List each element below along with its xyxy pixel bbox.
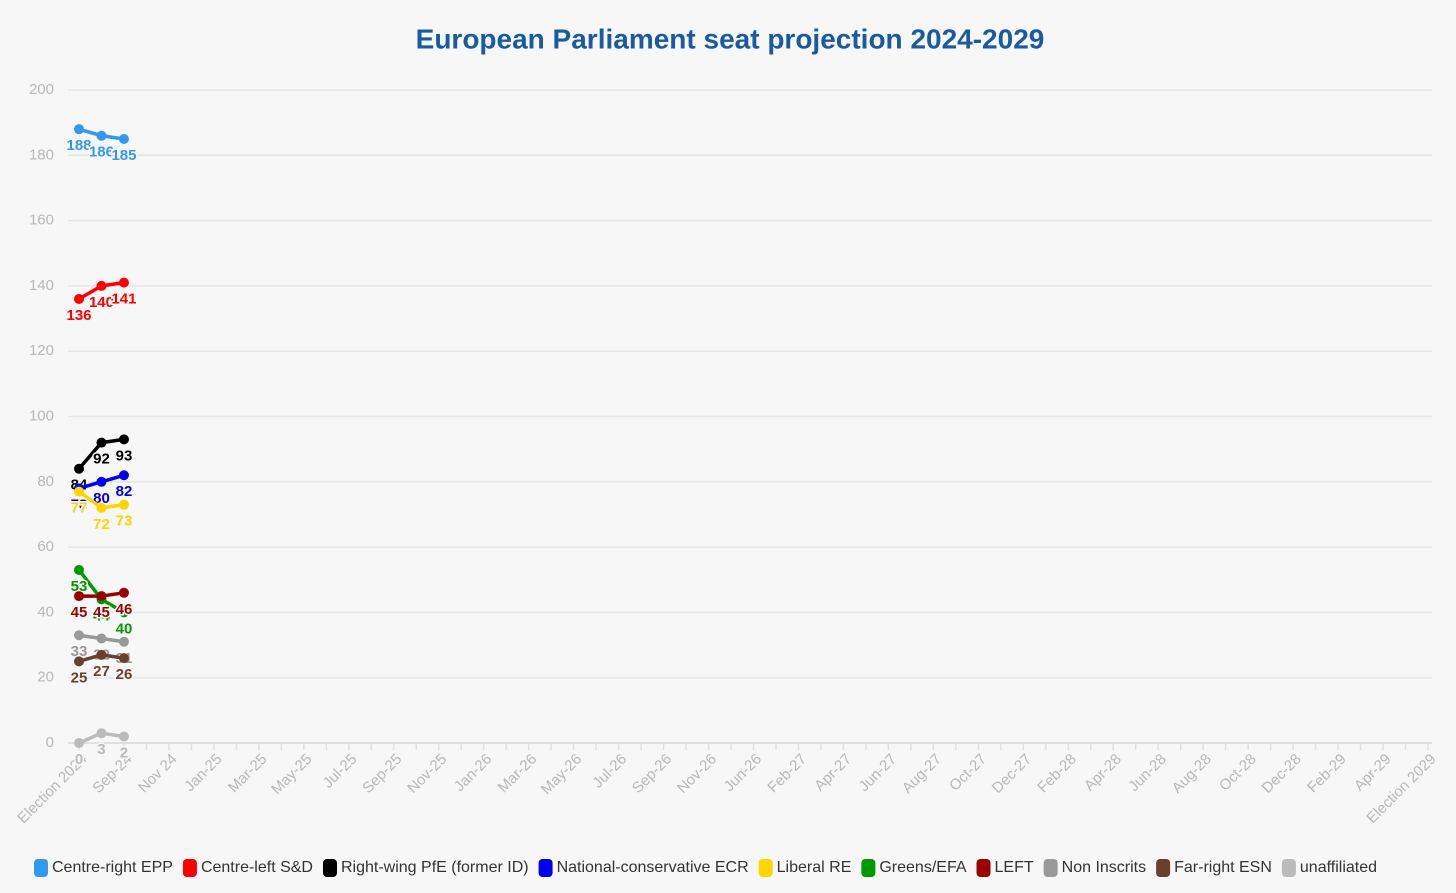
- data-label: 185: [111, 147, 136, 164]
- legend-label: Far-right ESN: [1174, 859, 1272, 876]
- data-point: [96, 649, 107, 660]
- data-point: [118, 499, 129, 510]
- y-tick-label: 40: [37, 603, 54, 620]
- legend-swatch: [34, 859, 48, 877]
- data-point: [96, 280, 107, 291]
- y-tick-label: 200: [29, 81, 54, 98]
- data-label: 141: [111, 291, 136, 308]
- data-point: [118, 636, 129, 647]
- y-tick-label: 80: [37, 473, 54, 490]
- data-point: [74, 486, 84, 497]
- legend-label: Non Inscrits: [1062, 859, 1146, 876]
- legend-swatch: [1043, 859, 1058, 877]
- legend-swatch: [538, 859, 553, 877]
- legend-swatch: [322, 859, 337, 877]
- data-label: 44: [93, 607, 110, 624]
- data-label: 72: [93, 516, 110, 533]
- y-tick-label: 100: [29, 407, 54, 424]
- data-point: [96, 437, 107, 448]
- data-label: 53: [71, 578, 88, 595]
- legend-swatch: [1281, 859, 1296, 877]
- data-point: [118, 277, 129, 288]
- data-label: 0: [75, 751, 83, 768]
- data-label: 26: [116, 666, 133, 683]
- legend-label: LEFT: [995, 859, 1034, 876]
- data-label: 73: [116, 513, 133, 530]
- data-label: 136: [66, 307, 91, 324]
- data-point: [118, 133, 129, 144]
- data-point: [118, 470, 129, 481]
- data-point: [96, 502, 107, 513]
- data-label: 140: [89, 294, 114, 311]
- legend-label: unaffiliated: [1300, 859, 1377, 876]
- data-point: [96, 476, 107, 487]
- y-tick-label: 20: [37, 669, 54, 686]
- data-label: 82: [116, 483, 133, 500]
- y-tick-label: 160: [29, 212, 54, 229]
- data-point: [118, 587, 129, 598]
- legend-swatch: [182, 859, 197, 877]
- data-label: 25: [71, 669, 88, 686]
- data-point: [74, 564, 84, 575]
- data-label: 27: [93, 663, 110, 680]
- data-label: 188: [66, 137, 91, 154]
- legend-swatch: [976, 859, 991, 877]
- legend-swatch: [861, 859, 876, 877]
- y-tick-label: 140: [29, 277, 54, 294]
- legend-label: Centre-right EPP: [52, 859, 173, 876]
- data-point: [118, 653, 129, 664]
- data-point: [74, 463, 84, 474]
- data-point: [118, 607, 129, 618]
- data-point: [96, 130, 107, 141]
- data-label: 40: [116, 620, 133, 637]
- data-label: 3: [97, 741, 105, 758]
- data-point: [96, 591, 107, 602]
- data-label: 92: [93, 451, 110, 468]
- y-tick-label: 0: [46, 734, 54, 751]
- data-label: 93: [116, 447, 133, 464]
- data-point: [96, 728, 107, 739]
- data-point: [118, 434, 129, 445]
- data-label: 2: [120, 744, 128, 761]
- chart-title: European Parliament seat projection 2024…: [416, 23, 1045, 54]
- legend-swatch: [758, 859, 773, 877]
- data-point: [96, 633, 107, 644]
- data-label: 45: [71, 604, 88, 621]
- data-label: 77: [71, 500, 88, 517]
- data-point: [74, 738, 84, 748]
- legend-label: National-conservative ECR: [557, 859, 749, 876]
- legend-swatch: [1156, 859, 1171, 877]
- data-label: 78: [71, 496, 88, 513]
- y-tick-label: 180: [29, 146, 54, 163]
- legend-label: Right-wing PfE (former ID): [341, 859, 529, 876]
- y-tick-label: 120: [29, 342, 54, 359]
- data-point: [118, 731, 129, 742]
- data-label: 46: [116, 601, 133, 618]
- legend-label: Centre-left S&D: [201, 859, 313, 876]
- data-point: [74, 124, 84, 135]
- data-point: [74, 656, 84, 667]
- legend-label: Liberal RE: [777, 859, 852, 876]
- data-label: 45: [93, 604, 110, 621]
- legend-label: Greens/EFA: [879, 859, 966, 876]
- data-point: [74, 293, 84, 304]
- data-label: 186: [89, 144, 114, 161]
- data-point: [74, 630, 84, 641]
- y-tick-label: 60: [37, 538, 54, 555]
- data-point: [74, 591, 84, 602]
- data-label: 33: [71, 643, 88, 660]
